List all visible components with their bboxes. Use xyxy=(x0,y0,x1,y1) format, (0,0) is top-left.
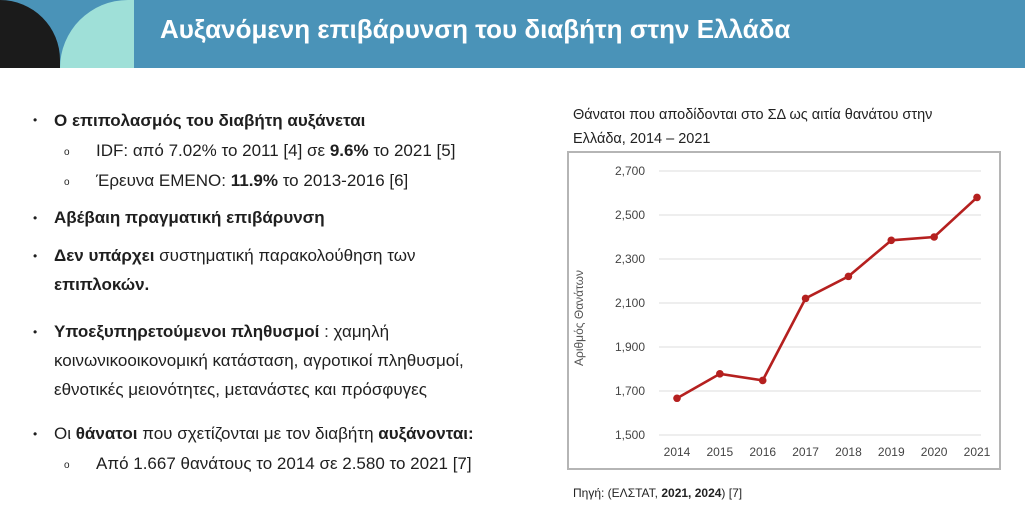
sub-bullet-circle: o xyxy=(64,147,70,158)
x-tick-label: 2019 xyxy=(878,445,905,459)
y-axis-ticks: 1,500 1,700 1,900 2,100 2,300 2,500 2,700 xyxy=(615,164,645,442)
x-tick-label: 2014 xyxy=(664,445,691,459)
bullet-no-monitoring-cont: επιπλοκών. xyxy=(54,275,150,294)
data-point xyxy=(758,376,767,385)
emeno-value: 11.9% xyxy=(230,171,278,190)
deaths-text-2: που σχετίζονται με τον διαβήτη xyxy=(137,424,379,443)
series-points xyxy=(673,193,981,403)
deaths-text-1: Οι xyxy=(54,424,76,443)
bullet-dot: • xyxy=(33,113,38,127)
y-tick-label: 2,700 xyxy=(615,164,645,178)
y-axis-label: Αριθμός Θανάτων xyxy=(572,270,586,366)
idf-text: IDF: από 7.02% το 2011 [4] σε xyxy=(96,141,330,160)
x-tick-label: 2020 xyxy=(921,445,948,459)
decorative-teal-shape xyxy=(60,0,134,68)
data-point xyxy=(716,370,724,378)
bullet-dot: • xyxy=(33,249,38,263)
emeno-text: Έρευνα ΕΜΕΝΟ: xyxy=(96,171,231,190)
sub-bullet-circle: o xyxy=(64,177,70,188)
emeno-year: το 2013-2016 [6] xyxy=(277,171,409,190)
no-monitoring-text: συστηματική παρακολούθηση των xyxy=(154,246,416,265)
idf-value: 9.6% xyxy=(329,141,369,160)
data-point xyxy=(801,294,810,303)
chart-caption-line1: Θάνατοι που αποδίδονται στο ΣΔ ως αιτία … xyxy=(573,107,933,123)
bullet-underserved-line2: κοινωνικοοικονομική κατάσταση, αγροτικοί… xyxy=(54,351,464,370)
line-chart: 1,500 1,700 1,900 2,100 2,300 2,500 2,700 2014… xyxy=(572,164,991,459)
source-ref: ) [7] xyxy=(721,486,743,500)
data-point xyxy=(973,193,981,202)
x-tick-label: 2018 xyxy=(835,445,862,459)
bullet-underserved-line3: εθνοτικές μειονότητες, μετανάστες και πρ… xyxy=(54,380,427,399)
x-tick-label: 2016 xyxy=(749,445,776,459)
x-tick-label: 2021 xyxy=(964,445,991,459)
deaths-bold-1: θάνατοι xyxy=(75,424,138,443)
deaths-bold-2: αυξάνονται: xyxy=(378,424,474,443)
decorative-dark-shape xyxy=(0,0,60,68)
bullet-dot: • xyxy=(33,325,38,339)
bullet-dot: • xyxy=(33,427,38,441)
underserved-text: : χαμηλή xyxy=(319,322,390,341)
source-text: Πηγή: (ΕΛΣΤΑΤ, xyxy=(573,486,662,500)
source-years: 2021, 2024 xyxy=(661,486,722,500)
y-tick-label: 2,500 xyxy=(615,208,645,222)
y-tick-label: 1,700 xyxy=(615,384,645,398)
bullet-deaths: Οι θάνατοι που σχετίζονται με τον διαβήτ… xyxy=(54,423,474,445)
chart-caption: Θάνατοι που αποδίδονται στο ΣΔ ως αιτία … xyxy=(573,103,1013,151)
bullet-dot: • xyxy=(33,211,38,225)
x-axis-ticks: 2014 2015 2016 2017 2018 2019 2020 2021 xyxy=(664,445,991,459)
data-point xyxy=(844,272,853,281)
chart-frame: 1,500 1,700 1,900 2,100 2,300 2,500 2,700 2014… xyxy=(567,151,1001,470)
sub-bullet-idf: IDF: από 7.02% το 2011 [4] σε 9.6% το 20… xyxy=(96,140,455,162)
y-tick-label: 1,900 xyxy=(615,340,645,354)
no-monitoring-bold: Δεν υπάρχει xyxy=(54,246,155,265)
underserved-bold: Υποεξυπηρετούμενοι πληθυσμοί xyxy=(54,322,320,341)
sub-bullet-emeno: Έρευνα ΕΜΕΝΟ: 11.9% το 2013-2016 [6] xyxy=(96,170,408,192)
bullet-underserved: Υποεξυπηρετούμενοι πληθυσμοί : χαμηλή xyxy=(54,321,389,343)
y-tick-label: 1,500 xyxy=(615,428,645,442)
bullet-uncertain-burden: Αβέβαιη πραγματική επιβάρυνση xyxy=(54,208,325,227)
chart-gridlines xyxy=(659,170,981,436)
chart-caption-line2: Ελλάδα, 2014 – 2021 xyxy=(573,131,711,147)
sub-bullet-deaths: Από 1.667 θανάτους το 2014 σε 2.580 το 2… xyxy=(96,454,472,473)
x-tick-label: 2015 xyxy=(707,445,734,459)
data-point xyxy=(673,394,681,403)
sub-bullet-circle: o xyxy=(64,460,70,471)
title-bar: Αυξανόμενη επιβάρυνση του διαβήτη στην Ε… xyxy=(0,0,1025,68)
y-tick-label: 2,100 xyxy=(615,296,645,310)
data-point xyxy=(930,233,938,241)
slide-title: Αυξανόμενη επιβάρυνση του διαβήτη στην Ε… xyxy=(160,14,791,44)
idf-year: το 2021 [5] xyxy=(368,141,456,160)
x-tick-label: 2017 xyxy=(792,445,819,459)
source-note: Πηγή: (ΕΛΣΤΑΤ, 2021, 2024) [7] xyxy=(573,486,742,500)
y-tick-label: 2,300 xyxy=(615,252,645,266)
bullet-prevalence: Ο επιπολασμός του διαβήτη αυξάνεται xyxy=(54,111,366,130)
data-point xyxy=(887,236,896,245)
bullet-no-monitoring: Δεν υπάρχει συστηματική παρακολούθηση τω… xyxy=(54,245,415,267)
series-line xyxy=(676,196,978,400)
